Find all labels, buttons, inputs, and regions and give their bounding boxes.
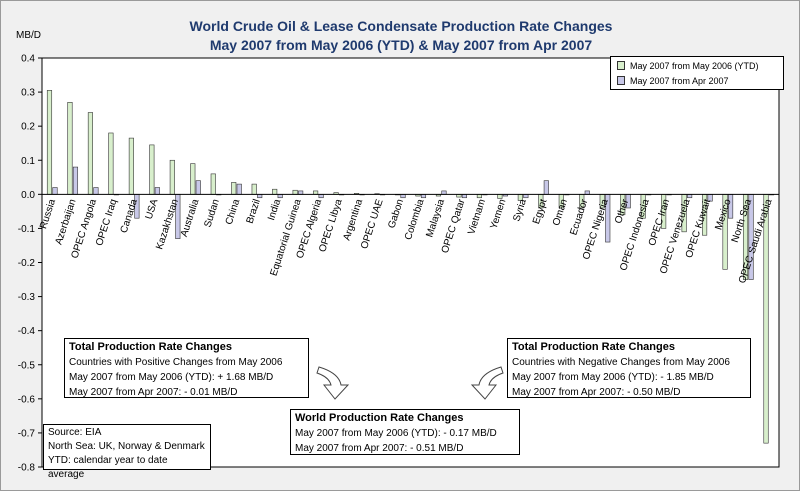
- negative-changes-box: Total Production Rate Changes Countries …: [507, 338, 751, 398]
- bar-yoy: [128, 137, 134, 195]
- y-tick-label: -0.6: [18, 394, 36, 405]
- negative-box-line3: May 2007 from Apr 2007: - 0.50 MB/D: [512, 387, 681, 398]
- source-line1: Source: EIA: [48, 427, 102, 438]
- y-tick-label: 0.0: [21, 190, 35, 201]
- bar-mom: [420, 194, 427, 199]
- positive-changes-box: Total Production Rate Changes Countries …: [64, 338, 309, 398]
- left-curved-arrow: [316, 366, 350, 400]
- bar-mom: [298, 190, 304, 195]
- chart-subtitle: May 2007 from May 2006 (YTD) & May 2007 …: [210, 37, 593, 53]
- bar-yoy: [251, 183, 257, 195]
- y-tick-label: 0.1: [21, 156, 35, 167]
- world-changes-box: World Production Rate Changes May 2007 f…: [290, 409, 520, 455]
- bar-mom: [400, 194, 406, 199]
- bar-yoy: [108, 132, 114, 195]
- positive-box-line3: May 2007 from Apr 2007: - 0.01 MB/D: [69, 387, 238, 398]
- y-tick-label: -0.7: [18, 428, 36, 439]
- bar-mom: [584, 190, 590, 195]
- bar-mom: [257, 194, 263, 199]
- bar-mom: [687, 194, 693, 199]
- source-line3: YTD: calendar year to date average: [48, 455, 168, 480]
- positive-box-line1: Countries with Positive Changes from May…: [69, 357, 283, 368]
- legend-item-mom: May 2007 from Apr 2007: [617, 75, 729, 87]
- legend-label-yoy: May 2007 from May 2006 (YTD): [630, 61, 759, 71]
- y-tick-label: 0.3: [21, 88, 35, 99]
- world-box-title: World Production Rate Changes: [295, 412, 464, 424]
- bar-yoy: [231, 182, 237, 195]
- world-box-line2: May 2007 from Apr 2007: - 0.51 MB/D: [295, 443, 464, 454]
- bar-yoy: [190, 163, 196, 195]
- legend-swatch-mom: [617, 76, 625, 85]
- chart-legend: May 2007 from May 2006 (YTD) May 2007 fr…: [610, 56, 784, 90]
- bar-mom: [195, 180, 201, 195]
- legend-swatch-yoy: [617, 61, 625, 70]
- bar-yoy: [210, 173, 216, 195]
- bar-mom: [52, 187, 58, 195]
- positive-box-line2: May 2007 from May 2006 (YTD): + 1.68 MB/…: [69, 372, 274, 383]
- y-tick-label: 0.4: [21, 54, 35, 65]
- bar-mom: [318, 194, 324, 199]
- bar-mom: [277, 194, 283, 199]
- bar-yoy: [292, 189, 298, 195]
- source-line2: North Sea: UK, Norway & Denmark: [48, 441, 205, 452]
- plot-area-frame: [41, 57, 780, 468]
- legend-label-mom: May 2007 from Apr 2007: [630, 76, 729, 86]
- y-axis-unit-label: MB/D: [16, 30, 41, 41]
- plot-area: 0.4 0.3 0.2 0.1 0.0 -0.1 -0.2 -0.3 -0.4 -0.5 -0.6 -…: [18, 54, 780, 474]
- bar-yoy: [87, 112, 93, 195]
- bar-mom: [461, 194, 467, 199]
- bar-yoy: [169, 159, 175, 195]
- right-curved-arrow: [470, 366, 504, 400]
- y-tick-label: -0.5: [18, 360, 36, 371]
- bar-yoy: [313, 190, 319, 195]
- y-tick-label: -0.2: [18, 258, 36, 269]
- world-box-line1: May 2007 from May 2006 (YTD): - 0.17 MB/…: [295, 428, 497, 439]
- bar-yoy: [497, 194, 503, 199]
- bar-mom: [543, 180, 549, 195]
- positive-box-title: Total Production Rate Changes: [69, 341, 232, 353]
- source-notes-box: Source: EIA North Sea: UK, Norway & Denm…: [43, 424, 211, 480]
- bar-yoy: [67, 102, 73, 195]
- y-tick-label: -0.1: [18, 224, 36, 235]
- bar-mom: [93, 187, 99, 195]
- y-tick-label: -0.4: [18, 326, 36, 337]
- bar-mom: [236, 183, 242, 195]
- negative-box-line2: May 2007 from May 2006 (YTD): - 1.85 MB/…: [512, 372, 714, 383]
- bar-yoy: [272, 188, 278, 195]
- y-tick-label: -0.8: [18, 463, 36, 474]
- legend-item-yoy: May 2007 from May 2006 (YTD): [617, 60, 759, 72]
- negative-box-line1: Countries with Negative Changes from May…: [512, 357, 730, 368]
- negative-box-title: Total Production Rate Changes: [512, 341, 675, 353]
- bar-yoy: [46, 90, 53, 195]
- bar-yoy: [476, 194, 482, 199]
- bar-mom: [154, 187, 160, 195]
- y-tick-label: 0.2: [21, 122, 35, 133]
- bar-mom: [441, 190, 447, 195]
- y-tick-label: -0.3: [18, 292, 36, 303]
- bar-mom: [523, 194, 529, 199]
- bar-mom: [72, 166, 79, 195]
- chart-title: World Crude Oil & Lease Condensate Produ…: [190, 18, 613, 34]
- bar-yoy: [149, 144, 155, 195]
